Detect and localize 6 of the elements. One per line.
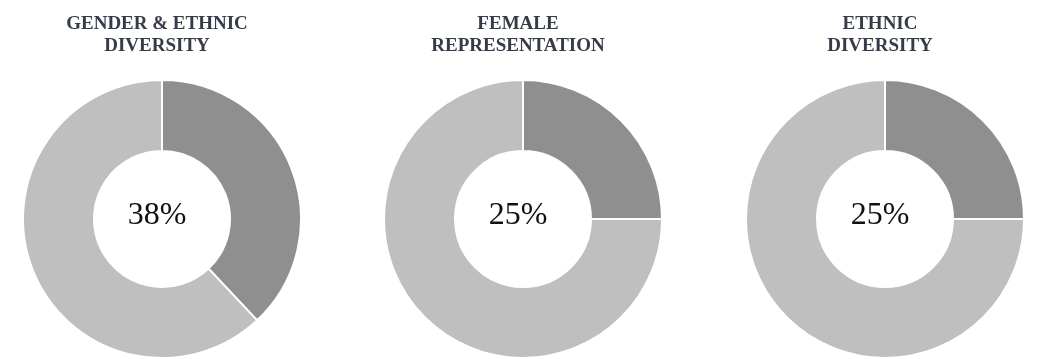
chart-title: ETHNIC DIVERSITY	[826, 12, 934, 56]
chart-title: FEMALE REPRESENTATION	[430, 12, 606, 56]
text: 38%	[126, 195, 188, 231]
chart-title: GENDER & ETHNIC DIVERSITY	[65, 12, 249, 56]
text: 25%	[487, 195, 549, 231]
text: 25%	[849, 195, 911, 231]
